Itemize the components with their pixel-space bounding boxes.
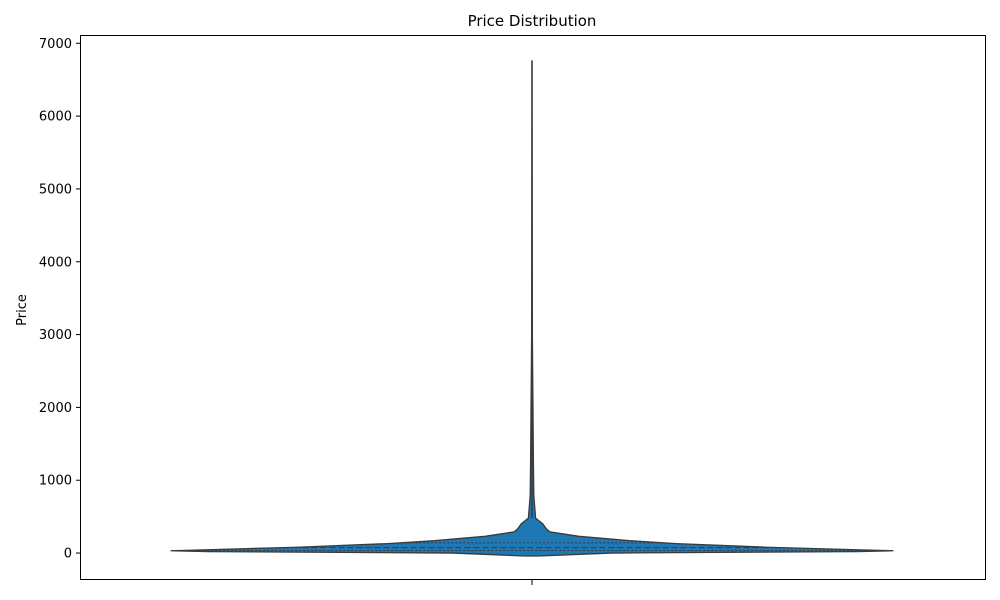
chart-title: Price Distribution [468,12,597,30]
y-axis-label: Price [15,294,30,326]
y-tick-label: 0 [64,547,72,562]
y-axis-ticks: 0 1000 2000 3000 4000 5000 6000 7000 [39,37,81,562]
y-tick-label: 1000 [39,474,72,489]
y-tick-label: 6000 [39,110,72,125]
y-tick-label: 5000 [39,182,72,197]
y-tick-label: 3000 [39,328,72,343]
violin-layer [171,61,893,556]
y-tick-label: 2000 [39,401,72,416]
y-tick-label: 7000 [39,37,72,52]
y-tick-label: 4000 [39,255,72,270]
